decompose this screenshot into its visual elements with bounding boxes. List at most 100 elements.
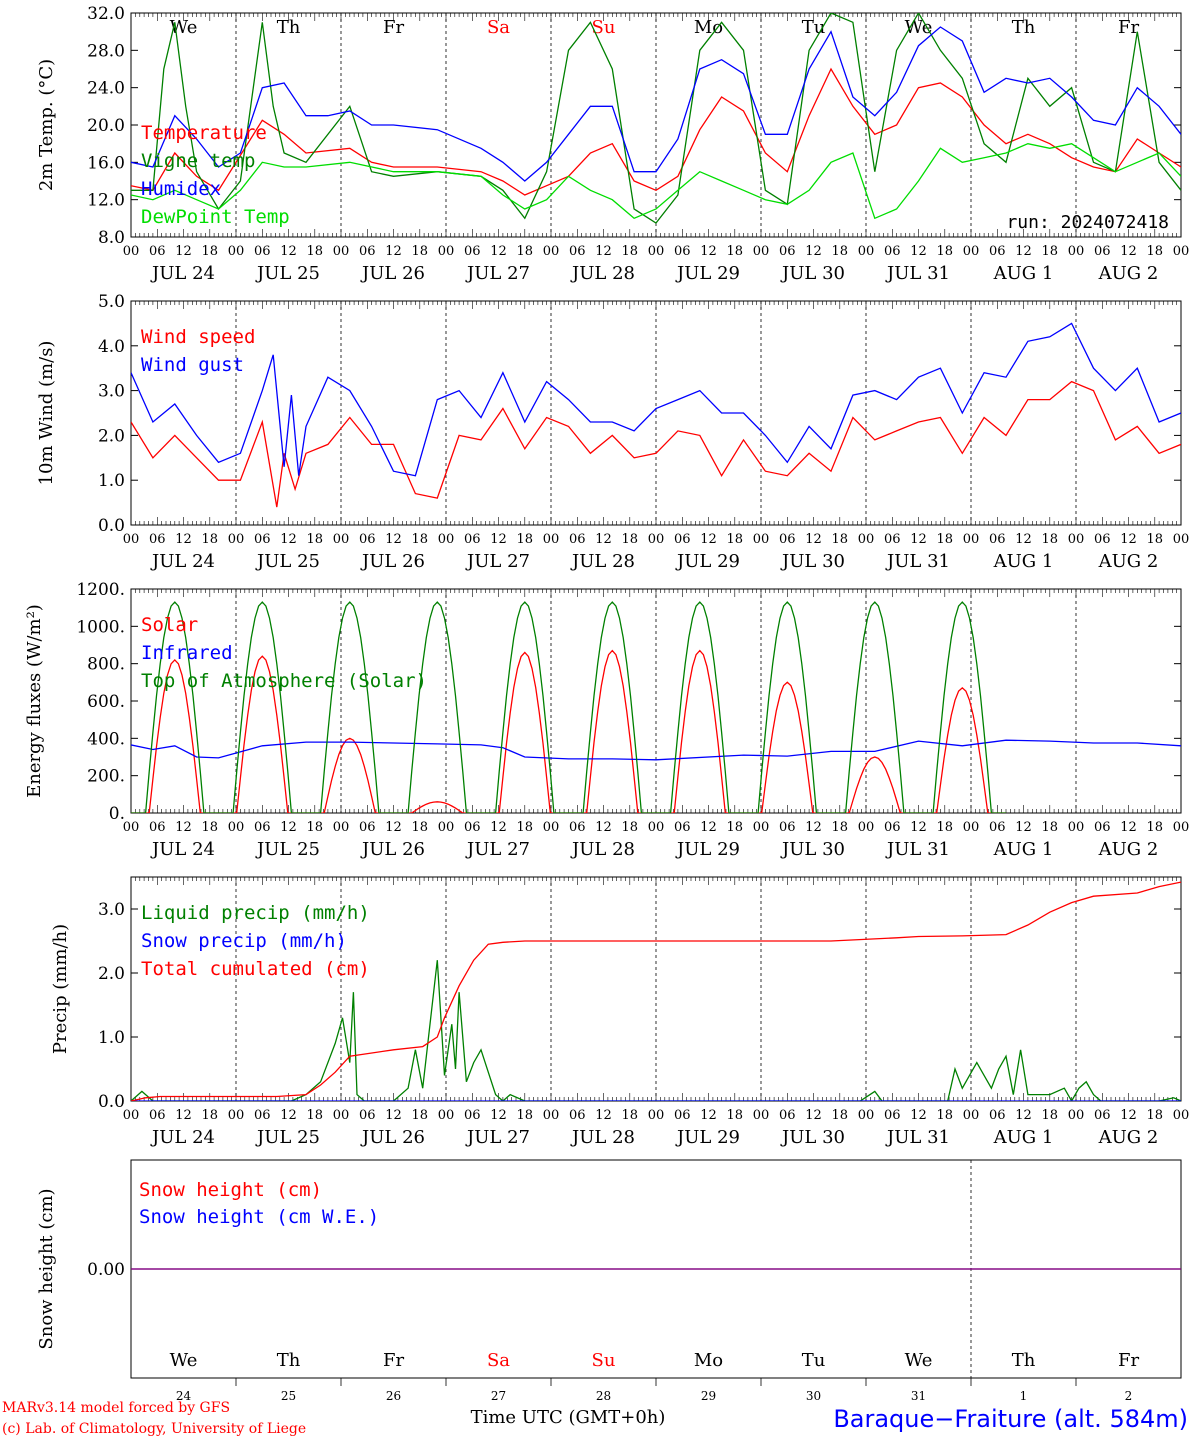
hour-tick-label: 18: [516, 532, 533, 547]
hour-tick-label: 12: [595, 244, 612, 259]
day-name: Su: [592, 17, 616, 38]
day-name: Sa: [487, 1350, 510, 1371]
hour-tick-label: 06: [464, 532, 481, 547]
y-tick-label: 3.0: [98, 382, 125, 402]
y-tick-label: 1.0: [98, 471, 125, 491]
hour-tick-label: 12: [385, 532, 402, 547]
series-line: [131, 380, 1181, 508]
hour-tick-label: 06: [884, 820, 901, 835]
y-tick-label: 1000.: [76, 617, 125, 637]
hour-tick-label: 12: [1015, 820, 1032, 835]
y-tick-label: 24.0: [87, 79, 125, 99]
hour-tick-label: 00: [858, 244, 875, 259]
hour-tick-label: 18: [201, 1108, 218, 1123]
y-tick-label: 0.: [109, 804, 125, 824]
hour-tick-label: 06: [359, 1108, 376, 1123]
hour-tick-label: 18: [621, 244, 638, 259]
hour-tick-label: 18: [1146, 820, 1163, 835]
y-tick-label: 2.0: [98, 964, 125, 984]
hour-tick-label: 18: [516, 820, 533, 835]
hour-tick-label: 18: [726, 244, 743, 259]
credit-line-2: (c) Lab. of Climatology, University of L…: [2, 1421, 306, 1437]
date-label: AUG 1: [993, 839, 1054, 860]
legend-entry: Wind gust: [141, 354, 244, 376]
y-tick-label: 12.0: [87, 191, 125, 211]
legend-entry: Snow height (cm W.E.): [139, 1206, 379, 1228]
hour-tick-label: 12: [805, 1108, 822, 1123]
hour-tick-label: 12: [490, 244, 507, 259]
hour-tick-label: 06: [989, 244, 1006, 259]
hour-tick-label: 06: [254, 532, 271, 547]
y-tick-label: 800.: [87, 655, 125, 675]
hour-tick-label: 18: [306, 1108, 323, 1123]
series-line: [131, 960, 1181, 1101]
panel-2: 0.0 1.0 2.0 3.0 4.0 5.0 10m Wind (m/s) 00 06 12 18…: [36, 292, 1189, 572]
hour-tick-label: 06: [779, 820, 796, 835]
hour-tick-label: 12: [280, 1108, 297, 1123]
legend-entry: Solar: [141, 614, 198, 636]
hour-tick-label: 18: [831, 244, 848, 259]
date-label: JUL 27: [465, 1127, 530, 1148]
hour-tick-label: 18: [411, 1108, 428, 1123]
date-label: JUL 28: [570, 551, 635, 572]
y-tick-label: 5.0: [98, 292, 125, 312]
y-axis-label: 2m Temp. (°C): [36, 59, 57, 191]
date-label: JUL 29: [675, 839, 740, 860]
hour-tick-label: 00: [1068, 244, 1085, 259]
series-line: [131, 322, 1181, 477]
hour-tick-label: 18: [621, 820, 638, 835]
hour-tick-label: 18: [201, 820, 218, 835]
date-label: AUG 1: [993, 551, 1054, 572]
hour-tick-label: 00: [123, 820, 140, 835]
hour-tick-label: 06: [674, 1108, 691, 1123]
hour-tick-label: 00: [648, 244, 665, 259]
hour-tick-label: 00: [333, 532, 350, 547]
hour-tick-label: 06: [674, 244, 691, 259]
y-tick-label: 600.: [87, 692, 125, 712]
hour-tick-label: 12: [490, 820, 507, 835]
legend-entry: Total cumulated (cm): [141, 958, 370, 980]
y-axis-label: Snow height (cm): [36, 1188, 57, 1349]
hour-tick-label: 06: [359, 820, 376, 835]
date-label: JUL 28: [570, 263, 635, 284]
hour-tick-label: 06: [359, 244, 376, 259]
hour-tick-label: 12: [805, 820, 822, 835]
hour-tick-label: 12: [1015, 1108, 1032, 1123]
panel-3: 0. 200. 400. 600. 800. 1000. 1200. Energy fluxe…: [24, 580, 1189, 860]
hour-tick-label: 00: [858, 820, 875, 835]
legend-entry: Humidex: [141, 178, 221, 200]
y-tick-label: 16.0: [87, 153, 125, 173]
day-number: 24: [176, 1389, 192, 1403]
hour-tick-label: 12: [595, 532, 612, 547]
hour-tick-label: 06: [149, 1108, 166, 1123]
series-line: [131, 67, 1181, 196]
hour-tick-label: 00: [858, 1108, 875, 1123]
date-label: JUL 27: [465, 839, 530, 860]
series-line: [131, 649, 1006, 813]
hour-tick-label: 06: [1094, 820, 1111, 835]
legend-entry: Infrared: [141, 642, 233, 664]
hour-tick-label: 18: [831, 820, 848, 835]
hour-tick-label: 06: [1094, 1108, 1111, 1123]
series-layer: [131, 13, 1181, 224]
day-number: 30: [806, 1389, 821, 1403]
day-name: Fr: [1118, 1350, 1139, 1371]
hour-tick-label: 12: [280, 820, 297, 835]
hour-tick-label: 06: [884, 1108, 901, 1123]
day-name: Fr: [383, 1350, 404, 1371]
y-tick-label: 0.0: [98, 516, 125, 536]
legend-entry: Snow precip (mm/h): [141, 930, 347, 952]
hour-tick-label: 12: [700, 244, 717, 259]
date-label: AUG 1: [993, 263, 1054, 284]
date-label: JUL 25: [255, 839, 320, 860]
hour-tick-label: 18: [201, 532, 218, 547]
date-label: JUL 24: [150, 551, 215, 572]
hour-tick-label: 00: [858, 532, 875, 547]
hour-tick-label: 00: [648, 1108, 665, 1123]
hour-tick-label: 06: [884, 244, 901, 259]
date-label: AUG 2: [1098, 839, 1159, 860]
hour-tick-label: 06: [149, 244, 166, 259]
hour-tick-label: 00: [228, 532, 245, 547]
hour-tick-label: 00: [753, 244, 770, 259]
hour-tick-label: 06: [1094, 532, 1111, 547]
